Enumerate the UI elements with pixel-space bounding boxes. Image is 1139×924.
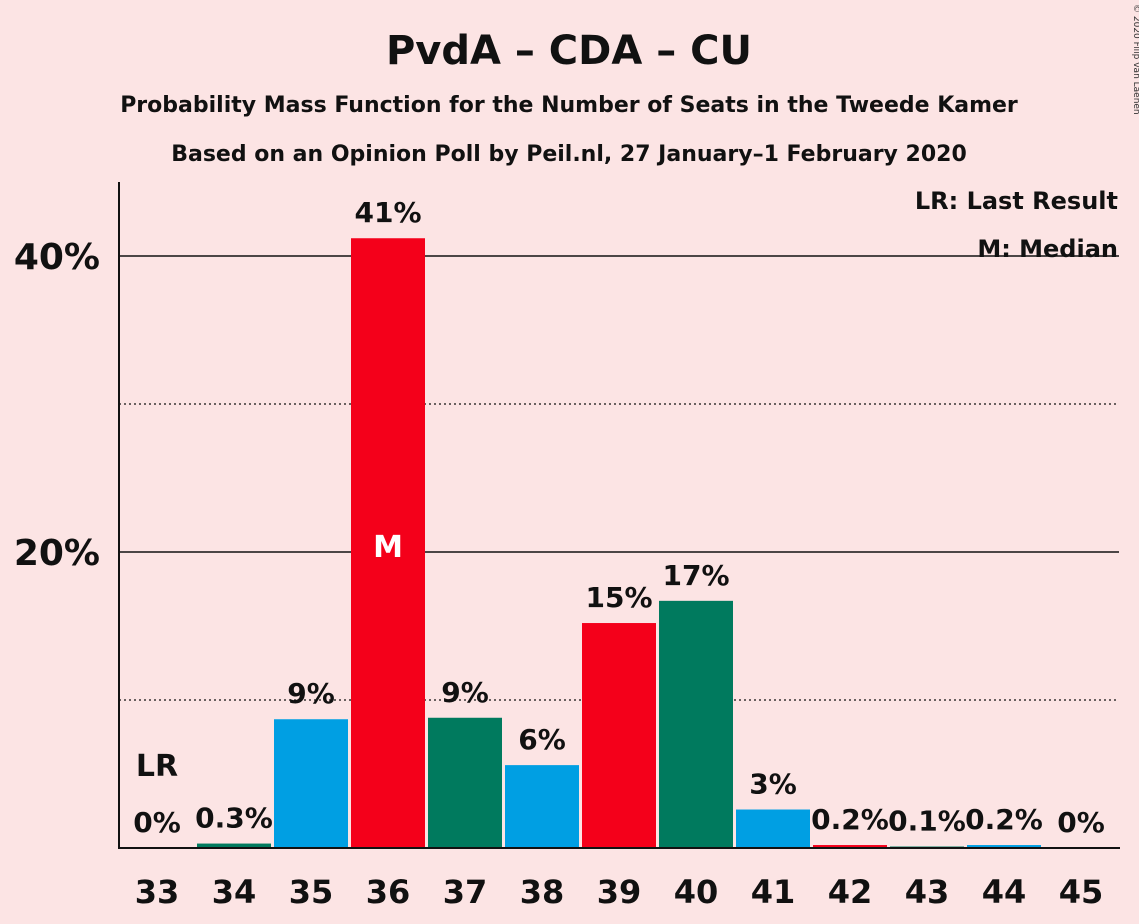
data-label-36: 41%	[354, 196, 421, 229]
x-tick-label-45: 45	[1059, 873, 1104, 911]
x-tick-label-42: 42	[828, 873, 873, 911]
y-tick-labels: 20% 40%	[14, 237, 100, 574]
y-tick-label-1: 40%	[14, 237, 100, 278]
bar-35	[274, 719, 348, 848]
data-labels: 0% 0.3% 9% 41% 9% 6% 15% 17% 3% 0.2% 0.1% 0.2% 0%	[133, 196, 1105, 839]
bar-38	[505, 765, 579, 848]
bar-37	[428, 717, 502, 848]
y-tick-label-0: 20%	[14, 533, 100, 574]
bars	[197, 238, 1041, 849]
data-label-39: 15%	[585, 581, 652, 614]
x-tick-label-40: 40	[674, 873, 719, 911]
x-tick-label-44: 44	[982, 873, 1027, 911]
data-label-38: 6%	[518, 723, 566, 756]
copyright-note: © 2020 Filip van Laenen	[1131, 4, 1139, 115]
data-label-34: 0.3%	[195, 802, 273, 835]
legend-median: M: Median	[977, 235, 1118, 263]
major-gridlines	[119, 255, 1119, 553]
x-tick-label-41: 41	[751, 873, 796, 911]
data-label-41: 3%	[749, 768, 797, 801]
data-label-43: 0.1%	[888, 805, 966, 838]
chart-subtitle: Probability Mass Function for the Number…	[120, 93, 1018, 118]
data-label-37: 9%	[441, 676, 489, 709]
median-marker: M	[373, 530, 403, 565]
x-tick-labels: 33 34 35 36 37 38 39 40 41 42 43 44 45	[135, 873, 1104, 911]
data-label-44: 0.2%	[965, 803, 1043, 836]
bar-36	[351, 238, 425, 849]
x-tick-label-34: 34	[212, 873, 257, 911]
x-tick-label-33: 33	[135, 873, 180, 911]
x-tick-label-38: 38	[520, 873, 565, 911]
data-label-35: 9%	[287, 677, 335, 710]
bar-41	[736, 809, 810, 848]
chart-subtitle-2: Based on an Opinion Poll by Peil.nl, 27 …	[171, 142, 967, 167]
x-tick-label-35: 35	[289, 873, 334, 911]
legend-last-result: LR: Last Result	[915, 187, 1118, 215]
x-tick-label-39: 39	[597, 873, 642, 911]
x-tick-label-36: 36	[366, 873, 411, 911]
bar-39	[582, 623, 656, 848]
x-tick-label-43: 43	[905, 873, 950, 911]
last-result-marker: LR	[136, 749, 178, 784]
bar-42	[813, 845, 887, 848]
data-label-40: 17%	[662, 559, 729, 592]
x-tick-label-37: 37	[443, 873, 488, 911]
bar-40	[659, 600, 733, 848]
data-label-42: 0.2%	[811, 803, 889, 836]
data-label-45: 0%	[1057, 806, 1105, 839]
bar-44	[967, 845, 1041, 848]
bar-34	[197, 843, 271, 848]
data-label-33: 0%	[133, 806, 181, 839]
chart-title: PvdA – CDA – CU	[386, 28, 752, 74]
